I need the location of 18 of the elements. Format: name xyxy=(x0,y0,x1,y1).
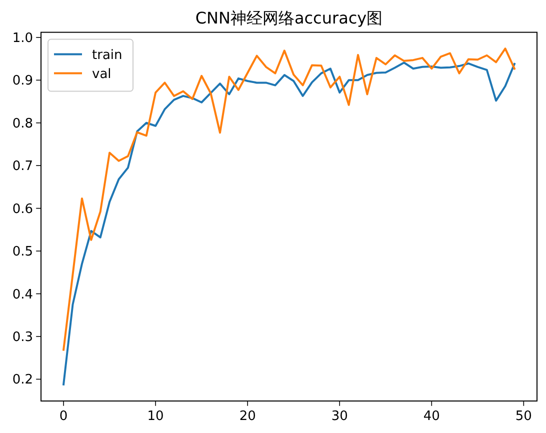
x-tick-label: 40 xyxy=(423,409,440,424)
x-tick-label: 30 xyxy=(331,409,348,424)
legend-label: train xyxy=(92,48,122,63)
y-tick-label: 0.4 xyxy=(12,287,33,302)
y-tick-label: 0.9 xyxy=(12,74,33,89)
y-tick-label: 0.3 xyxy=(12,330,33,345)
x-tick-label: 50 xyxy=(515,409,532,424)
x-tick-label: 0 xyxy=(59,409,68,424)
y-tick-label: 0.8 xyxy=(12,116,33,132)
y-tick-label: 0.5 xyxy=(12,244,33,260)
chart-title: CNN神经网络accuracy图 xyxy=(195,8,383,28)
y-tick-label: 1.0 xyxy=(12,30,33,46)
x-tick-label: 20 xyxy=(239,409,256,424)
y-tick-label: 0.2 xyxy=(12,372,33,388)
x-tick-label: 10 xyxy=(147,409,164,424)
y-tick-label: 0.6 xyxy=(12,202,33,217)
legend-label: val xyxy=(92,66,112,82)
y-tick-label: 0.7 xyxy=(12,159,33,174)
